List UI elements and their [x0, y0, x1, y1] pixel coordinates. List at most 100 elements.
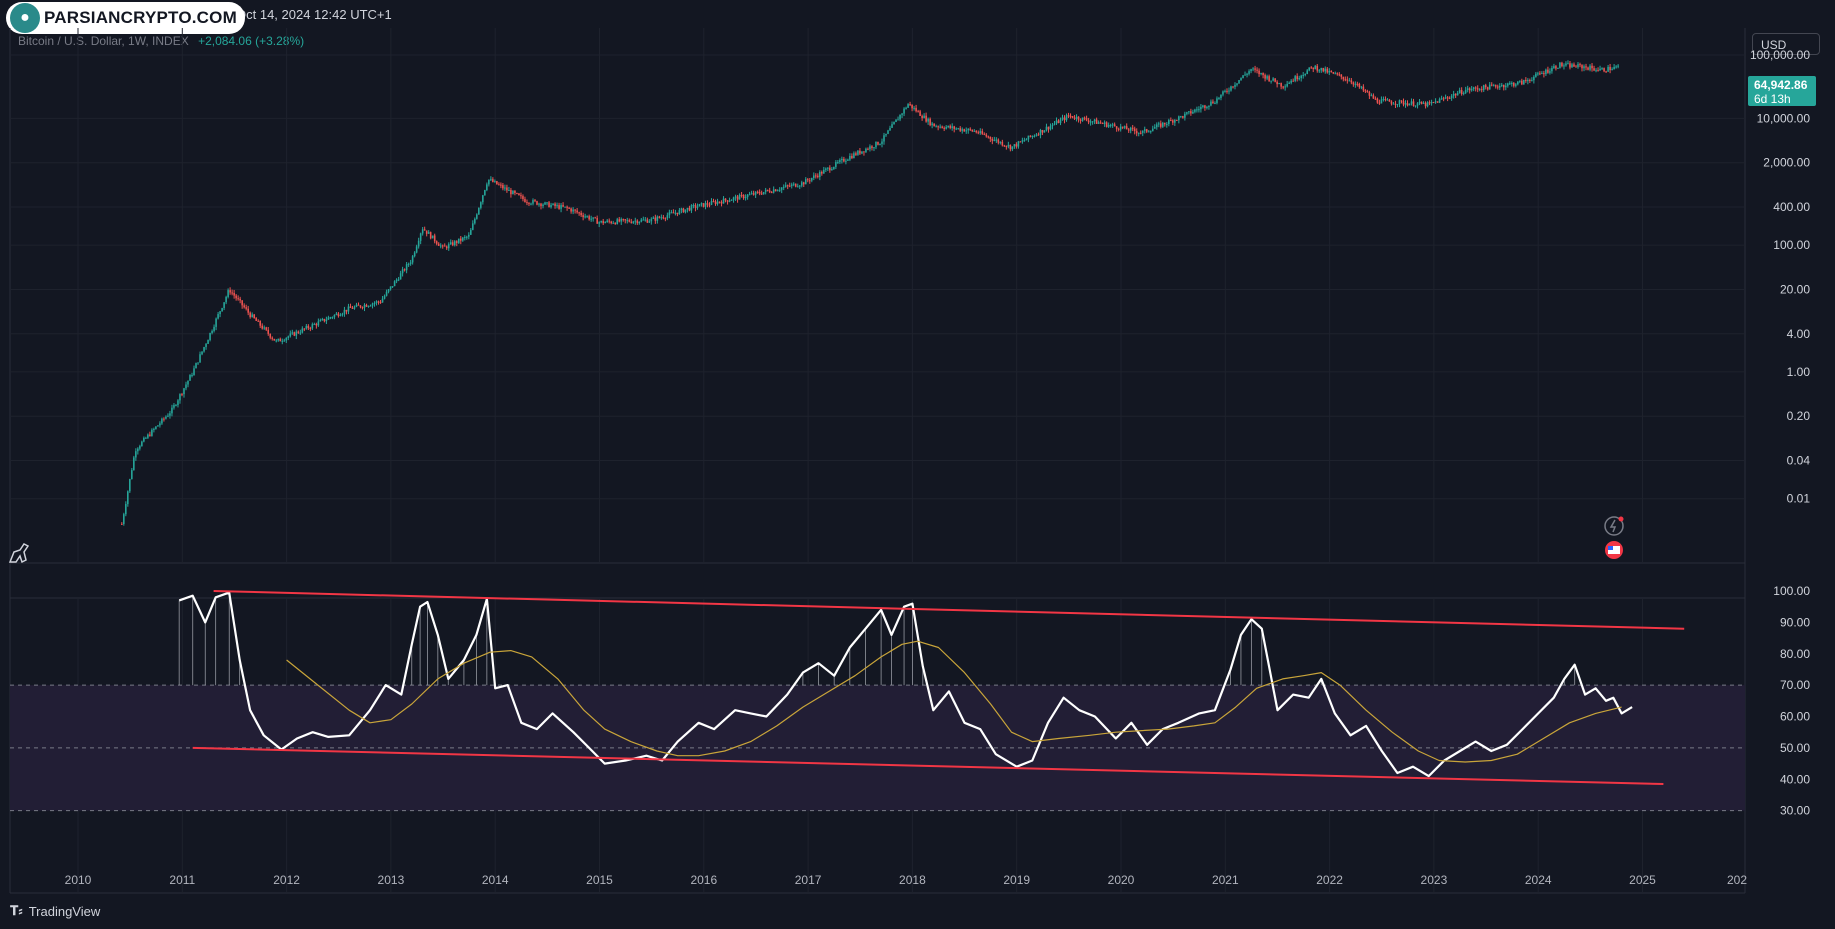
candle-body [478, 207, 480, 215]
oscillator-axis[interactable]: 100.00 90.00 80.00 70.00 60.00 50.00 40.00 30.0… [1773, 584, 1810, 818]
candle-body [1288, 82, 1290, 84]
x-tick-label: 2025 [1629, 873, 1656, 887]
candle-body [1350, 80, 1353, 83]
alert-icon[interactable] [1604, 516, 1624, 536]
candle-body [1017, 141, 1020, 147]
candle-body [1472, 87, 1475, 90]
candle-body [1388, 99, 1391, 102]
candle-body [752, 193, 755, 195]
candle-body [343, 309, 346, 314]
candle-body [800, 182, 803, 186]
y-tick-label: 90.00 [1780, 615, 1810, 629]
candle-body [1440, 98, 1443, 100]
footer-brand[interactable]: 𝐓⸗ TradingView [10, 903, 100, 919]
candle-body [415, 246, 418, 253]
candle-body [798, 185, 801, 187]
candle-body [1478, 89, 1481, 91]
candle-body [744, 197, 747, 199]
candle-body [203, 347, 205, 352]
candle-body [1348, 80, 1351, 82]
candle-body [251, 314, 253, 318]
candle-body [159, 423, 161, 426]
candle-body [167, 415, 169, 417]
candle-body [391, 286, 394, 288]
candle-body [357, 304, 360, 306]
candle-body [175, 405, 177, 407]
x-tick-label: 2019 [1003, 873, 1030, 887]
candle-body [923, 115, 925, 119]
price-axis[interactable]: 100,000.00 10,000.00 2,000.00 400.00 100.00 2… [1750, 48, 1810, 506]
candle-body [199, 354, 201, 363]
candle-body [1153, 127, 1156, 129]
candle-body [983, 133, 986, 135]
candle-body [646, 219, 649, 223]
candle-body [145, 437, 147, 439]
candle-body [913, 107, 915, 109]
candle-body [630, 221, 633, 223]
candle-body [750, 193, 753, 195]
candle-body [758, 191, 761, 194]
candle-body [945, 127, 947, 129]
candle-body [1362, 86, 1365, 91]
candle-body [1202, 105, 1204, 107]
candle-body [584, 216, 586, 218]
candle-body [1184, 113, 1186, 118]
candle-body [1589, 65, 1591, 70]
currency-button[interactable]: USD [1752, 33, 1820, 55]
candle-body [857, 150, 859, 155]
last-price-value: 64,942.86 [1754, 78, 1808, 92]
candle-body [885, 133, 887, 136]
candle-body [1059, 119, 1062, 124]
candle-body [1159, 123, 1162, 127]
candle-body [241, 300, 243, 306]
candle-body [447, 244, 450, 249]
candle-body [379, 301, 382, 303]
x-tick-label: 2024 [1525, 873, 1552, 887]
candle-body [562, 205, 564, 207]
time-axis[interactable]: 2010 2011 2012 2013 2014 2015 2016 2017 2018 2019… [65, 873, 1748, 887]
candle-body [1513, 83, 1515, 86]
watermark-logo: ● PARSIANCRYPTO.COM [6, 2, 245, 34]
candle-body [1115, 126, 1118, 129]
us-flag-icon[interactable] [1605, 541, 1623, 559]
candle-body [353, 306, 356, 309]
candle-body [253, 314, 255, 319]
candle-body [1496, 86, 1499, 88]
candle-body [1322, 67, 1325, 72]
candle-body [1133, 128, 1136, 132]
candle-body [1065, 115, 1068, 121]
candle-body [843, 158, 845, 162]
candle-body [841, 158, 843, 161]
candle-body [806, 179, 809, 181]
candle-body [598, 222, 600, 224]
candle-body [1587, 67, 1589, 70]
y-tick-label: 0.04 [1787, 454, 1811, 468]
candle-body [385, 291, 388, 296]
candle-body [1525, 80, 1527, 82]
candle-body [1504, 85, 1507, 88]
candle-body [522, 196, 524, 200]
candle-body [1466, 88, 1469, 90]
candle-body [1290, 80, 1292, 83]
candle-body [686, 207, 689, 210]
candle-body [993, 139, 996, 141]
candle-body [1400, 100, 1403, 102]
symbol-legend[interactable]: Bitcoin / U.S. Dollar, 1W, INDEX +2,084.… [18, 34, 304, 48]
candle-body [395, 279, 398, 282]
candle-body [648, 221, 651, 223]
candle-body [837, 162, 839, 164]
y-tick-label: 100.00 [1773, 584, 1810, 598]
candle-body [275, 340, 278, 342]
dino-icon[interactable] [8, 543, 30, 564]
candle-body [528, 202, 530, 204]
candle-body [556, 205, 558, 207]
candle-body [568, 207, 570, 209]
candle-body [333, 314, 336, 318]
candle-body [780, 187, 783, 190]
candle-body [1488, 84, 1491, 90]
candle-body [546, 202, 548, 204]
candle-body [1511, 83, 1513, 85]
candle-body [1434, 101, 1437, 103]
candle-body [953, 126, 956, 129]
